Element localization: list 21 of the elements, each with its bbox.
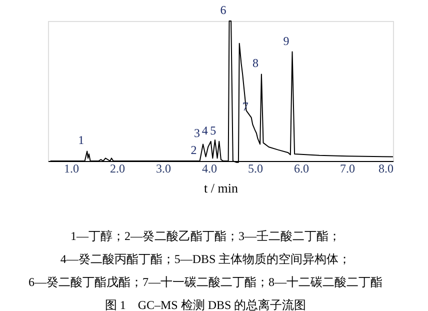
annotation: 8	[252, 56, 258, 70]
annotation: 4	[202, 123, 208, 138]
x-axis-title: t / min	[204, 180, 238, 196]
annotation: 1	[78, 133, 84, 148]
x-tick-label: 7.0	[340, 162, 355, 176]
x-tick-label: 6.0	[294, 162, 309, 176]
x-tick-label: 1.0	[64, 162, 79, 176]
x-tick-label: 3.0	[156, 162, 171, 176]
x-tick-label: 4.0	[202, 162, 217, 176]
text: 图 1 GC–MS 检测 DBS 的总离子流图	[104, 298, 306, 311]
annotation: 6	[220, 3, 226, 17]
x-tick-label: 8.0	[378, 162, 394, 176]
x-tick-label: 5.0	[248, 162, 263, 176]
text: 6—癸二酸丁酯戊酯；7—十一碳二酸二丁酯；8—十二碳二酸二丁酯	[28, 275, 382, 289]
annotation: 3	[194, 126, 200, 140]
annotation: 2	[190, 143, 197, 157]
annotation: 9	[283, 34, 290, 48]
x-tick-label: 2.0	[110, 162, 125, 176]
annotation: 5	[210, 123, 216, 138]
text: 1—丁醇；2—癸二酸乙酯丁酯；3—壬二酸二丁酯；	[70, 229, 340, 243]
text: 4—癸二酸丙酯丁酯；5—DBS 主体物质的空间异构体；	[60, 252, 351, 266]
